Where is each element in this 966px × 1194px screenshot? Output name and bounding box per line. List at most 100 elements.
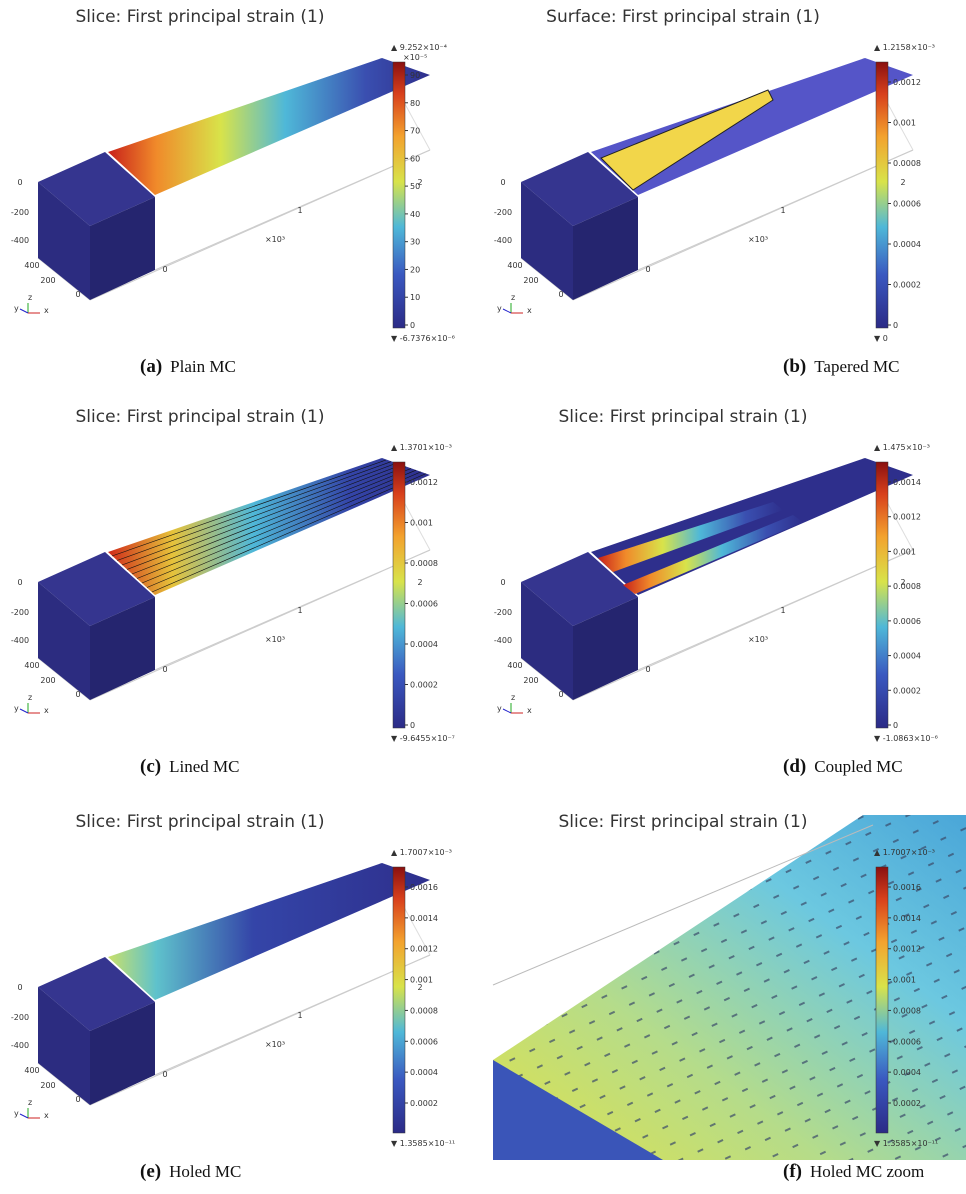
grid-line <box>492 824 874 986</box>
axis-label: 0 <box>500 578 505 587</box>
axis-label: 400 <box>507 661 522 670</box>
axis-label: 400 <box>24 261 39 270</box>
colorbar-tick-label: 0.0016 <box>893 883 921 892</box>
axis-label: 1 <box>780 606 785 615</box>
axis-label: 0 <box>17 983 22 992</box>
colorbar-tick-label: 10 <box>410 293 420 302</box>
line-feature <box>116 461 392 561</box>
line-feature <box>151 473 427 593</box>
axis-label: 200 <box>40 276 55 285</box>
grid-line <box>154 149 431 271</box>
triad-label: y <box>14 1109 19 1118</box>
block-top <box>38 152 155 226</box>
axis-label: 0 <box>500 178 505 187</box>
triad-axis <box>502 308 512 314</box>
block-left <box>521 582 573 700</box>
axis-label: 0 <box>645 665 650 674</box>
axis-label: -400 <box>11 236 29 245</box>
colorbar <box>875 61 889 329</box>
axis-label: 2 <box>900 578 905 587</box>
panel-title: Slice: First principal strain (1) <box>559 407 808 427</box>
colorbar-min: ▼ 0 <box>874 334 888 343</box>
axis-label: 0 <box>75 690 80 699</box>
colorbar-tick-label: 0.0016 <box>410 883 438 892</box>
block-front <box>90 197 155 300</box>
colorbar-tick-label: 20 <box>410 265 420 274</box>
line-feature <box>111 459 387 557</box>
caption-text: Plain MC <box>170 357 236 376</box>
axis-label: 0 <box>162 1070 167 1079</box>
block-left <box>521 182 573 300</box>
colorbar-tick-label: 0 <box>410 321 415 330</box>
axis-label: ×10³ <box>748 635 768 644</box>
colorbar-max: ▲ 1.3701×10⁻³ <box>391 443 452 452</box>
caption-label: (f) <box>783 1161 802 1182</box>
colorbar-tick-label: 0.0004 <box>410 640 438 649</box>
caption: (b) Tapered MC <box>783 356 899 377</box>
triad-label: z <box>28 1098 32 1107</box>
colorbar-tick-label: 0.0006 <box>893 200 921 209</box>
grid-line <box>637 549 914 671</box>
caption-text: Holed MC zoom <box>810 1162 924 1181</box>
triad-axis <box>19 708 29 714</box>
block-top <box>38 957 155 1031</box>
colorbar-tick-label: 30 <box>410 238 420 247</box>
axis-label: 1 <box>297 206 302 215</box>
taper <box>600 89 774 191</box>
axis-label: 200 <box>40 1081 55 1090</box>
panel-title: Slice: First principal strain (1) <box>76 812 325 832</box>
colorbar-tick-label: 0.0006 <box>893 617 921 626</box>
caption-text: Holed MC <box>169 1162 241 1181</box>
colorbar-min: ▼ 1.3585×10⁻¹¹ <box>874 1139 938 1148</box>
colorbar-tick-label: 90 <box>410 71 420 80</box>
axis-label: 1 <box>297 1011 302 1020</box>
colorbar-tick-label: 80 <box>410 99 420 108</box>
axis-label: 0 <box>17 578 22 587</box>
colorbar-tick-label: 50 <box>410 182 420 191</box>
plate-edge <box>493 1060 663 1160</box>
colorbar-max: ▲ 9.252×10⁻⁴ <box>391 43 447 52</box>
triad-label: x <box>527 706 532 715</box>
colorbar <box>392 461 406 729</box>
caption: (d) Coupled MC <box>783 756 903 777</box>
colorbar-tick-label: 0.0002 <box>893 686 921 695</box>
axis-label: 0 <box>558 690 563 699</box>
beam <box>108 458 430 595</box>
line-feature <box>126 464 402 570</box>
colorbar-tick-label: 0 <box>893 321 898 330</box>
block-left <box>38 582 90 700</box>
axis-label: ×10³ <box>265 235 285 244</box>
colorbar-tick-label: 0.0008 <box>893 582 921 591</box>
colorbar <box>875 461 889 729</box>
colorbar-tick-label: 70 <box>410 127 420 136</box>
axis-label: 0 <box>162 265 167 274</box>
line-feature <box>146 471 422 588</box>
axis-label: 400 <box>507 261 522 270</box>
triad-label: y <box>497 304 502 313</box>
colorbar-tick-label: 0.0002 <box>410 1099 438 1108</box>
triad-label: x <box>44 306 49 315</box>
axis-label: 1 <box>297 606 302 615</box>
axis-label: ×10³ <box>265 1040 285 1049</box>
beam <box>108 863 430 1000</box>
triad-label: z <box>28 293 32 302</box>
colorbar-tick-label: 0.001 <box>410 519 433 528</box>
colorbar-tick-label: 0.0014 <box>893 914 921 923</box>
colorbar-tick-label: 0.0008 <box>893 1006 921 1015</box>
triad-label: y <box>14 704 19 713</box>
caption: (e) Holed MC <box>140 1161 241 1182</box>
axis-label: 200 <box>523 276 538 285</box>
block-top <box>38 552 155 626</box>
block-left <box>38 182 90 300</box>
colorbar <box>392 61 406 329</box>
line-feature <box>131 466 407 575</box>
axis-label: -200 <box>494 608 512 617</box>
axis-label: -400 <box>11 1041 29 1050</box>
colorbar-tick-label: 0.0006 <box>410 1037 438 1046</box>
grid-line <box>154 549 431 671</box>
